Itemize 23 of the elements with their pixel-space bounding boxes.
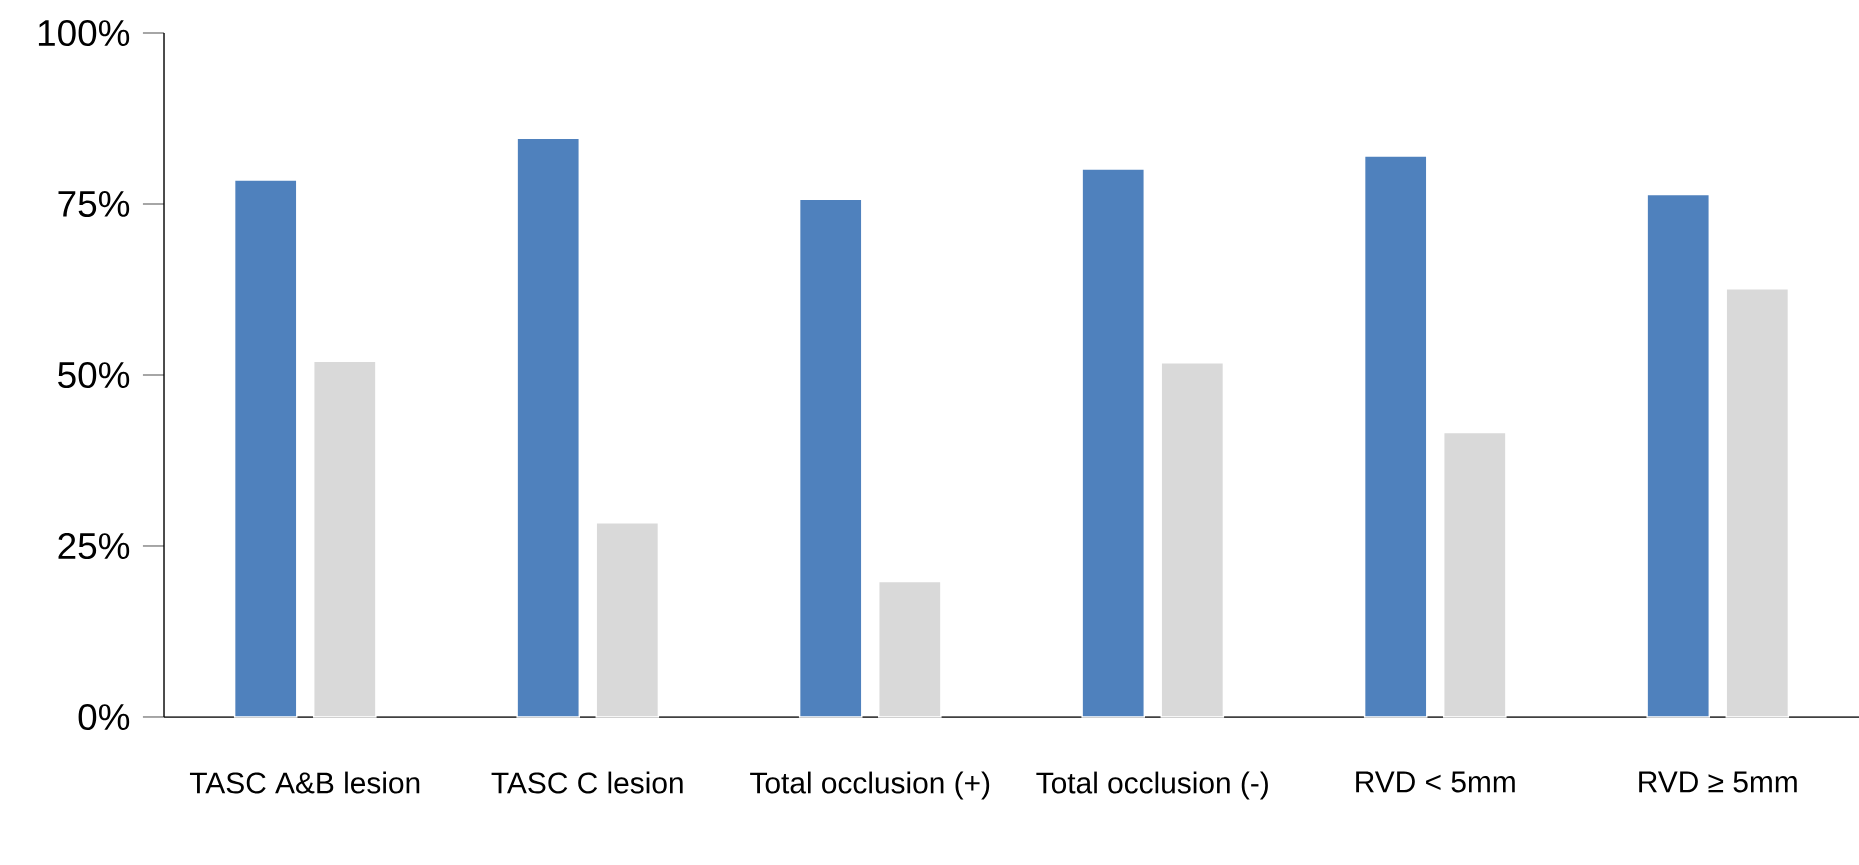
x-tick-label: RVD < 5mm [1356,771,1515,793]
bar [516,137,580,718]
y-tick-label: 0% [78,703,130,731]
y-tick-label: 100% [38,19,130,47]
x-tick-label: TASC A&B lesion [189,771,420,794]
bar [313,360,377,718]
y-tick-label: 75% [58,191,130,218]
bar [878,580,942,718]
y-tick-label: 50% [58,361,130,389]
bar [233,179,298,718]
bar [1363,155,1428,718]
bar [1160,361,1225,718]
bar [1081,168,1145,718]
bar [1443,431,1507,718]
bar [595,522,660,718]
bar [1725,288,1790,718]
bar [1646,193,1710,718]
x-tick-label: RVD ≥ 5mm [1639,771,1797,793]
bar [798,198,863,718]
x-tick-label: Total occlusion (-) [1036,771,1268,800]
x-tick-label: TASC C lesion [491,771,683,794]
x-tick-label: Total occlusion (+) [750,771,990,800]
y-tick-label: 25% [58,532,130,560]
